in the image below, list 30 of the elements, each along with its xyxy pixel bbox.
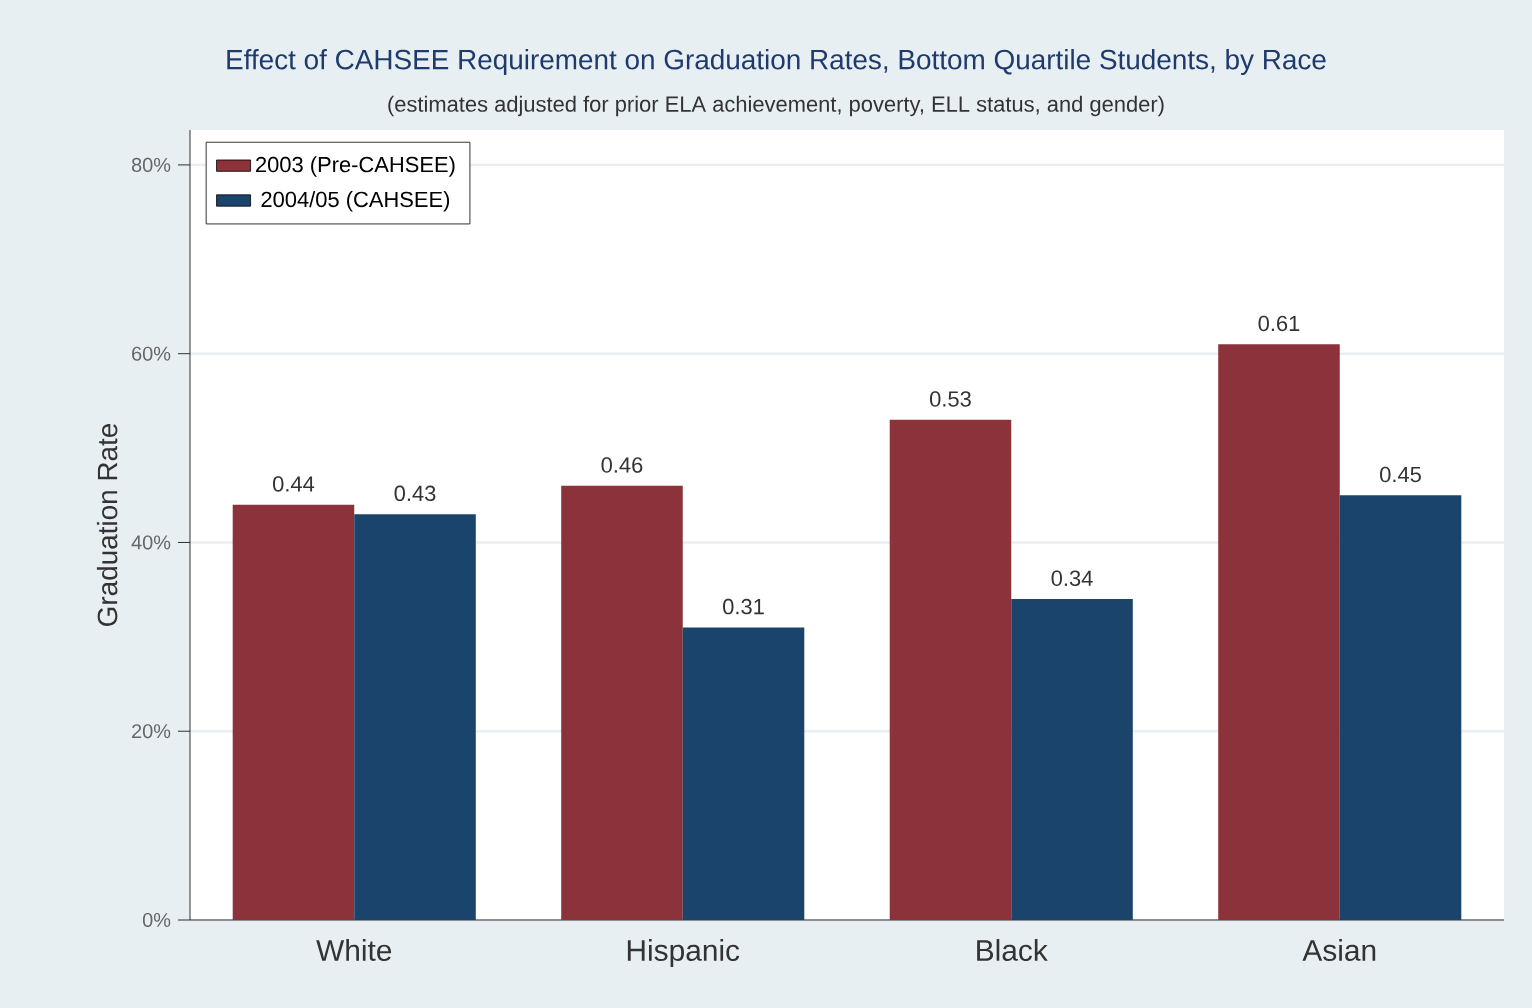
y-tick-label: 20% xyxy=(132,724,171,739)
y-tick-label: 80% xyxy=(131,157,171,172)
legend-label: 2004/05 (CAHSEE) xyxy=(261,191,450,212)
chart-title: Effect of CAHSEE Requirement on Graduation Rates, Bottom Quartile Students, by Race xyxy=(227,48,1326,75)
bar xyxy=(1339,495,1462,920)
x-tick-label: Black xyxy=(977,939,1048,961)
data-label: 0.53 xyxy=(930,391,971,407)
bar xyxy=(561,485,683,920)
bar xyxy=(232,504,355,920)
y-tick-label: 40% xyxy=(131,535,171,550)
y-axis-title: Graduation Rate xyxy=(96,423,118,626)
x-tick-label: White xyxy=(316,939,392,961)
y-tick-label: 60% xyxy=(132,346,171,361)
bar xyxy=(1011,599,1133,920)
x-tick-label: Asian xyxy=(1302,939,1376,961)
y-tick-label: 0% xyxy=(142,912,171,928)
x-tick-label: Hispanic xyxy=(627,939,740,967)
chart-subtitle: (estimates adjusted for prior ELA achievement, poverty, ELL status, and gender) xyxy=(388,95,1164,117)
legend-label: 2003 (Pre-CAHSEE) xyxy=(256,156,455,177)
data-label: 0.46 xyxy=(601,457,643,473)
data-label: 0.34 xyxy=(1051,570,1093,587)
bar xyxy=(682,627,805,920)
data-label: 0.61 xyxy=(1258,315,1300,332)
data-label: 0.45 xyxy=(1380,466,1421,483)
data-label: 0.31 xyxy=(723,598,764,615)
bar xyxy=(1218,344,1340,920)
data-label: 0.43 xyxy=(394,485,436,502)
bar xyxy=(889,419,1012,920)
data-label: 0.44 xyxy=(272,476,315,492)
bar xyxy=(354,514,476,920)
